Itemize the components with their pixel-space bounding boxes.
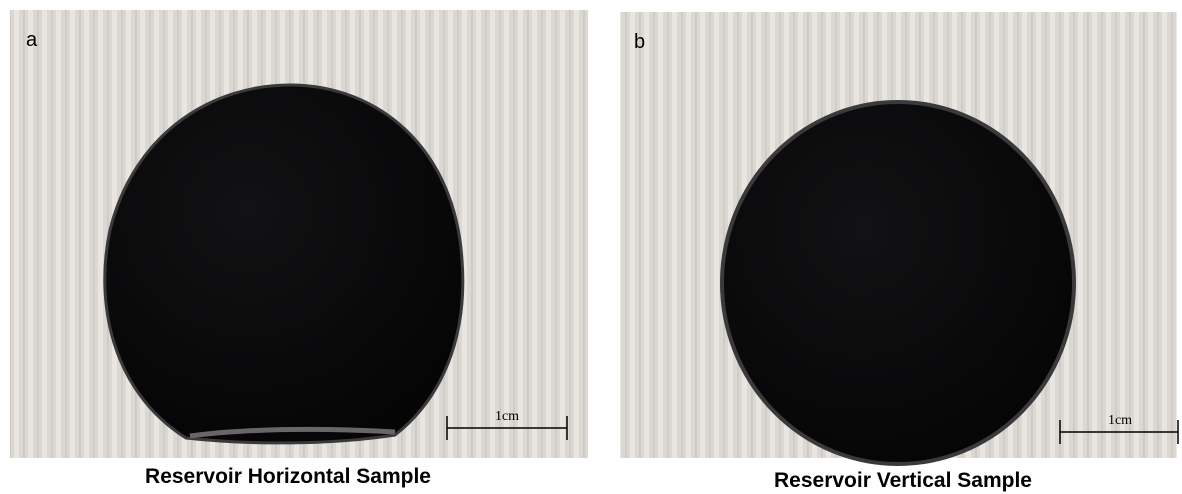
photo-b: b 1cm bbox=[620, 12, 1179, 466]
scale-bar-label: 1cm bbox=[495, 409, 519, 424]
caption: Reservoir Horizontal Sample bbox=[145, 465, 431, 488]
photo-a: a 1cm bbox=[10, 10, 588, 458]
panel-label: b bbox=[634, 31, 645, 53]
caption: Reservoir Vertical Sample bbox=[774, 469, 1032, 492]
panel-label: a bbox=[26, 29, 38, 51]
scale-bar-label: 1cm bbox=[1108, 413, 1132, 428]
